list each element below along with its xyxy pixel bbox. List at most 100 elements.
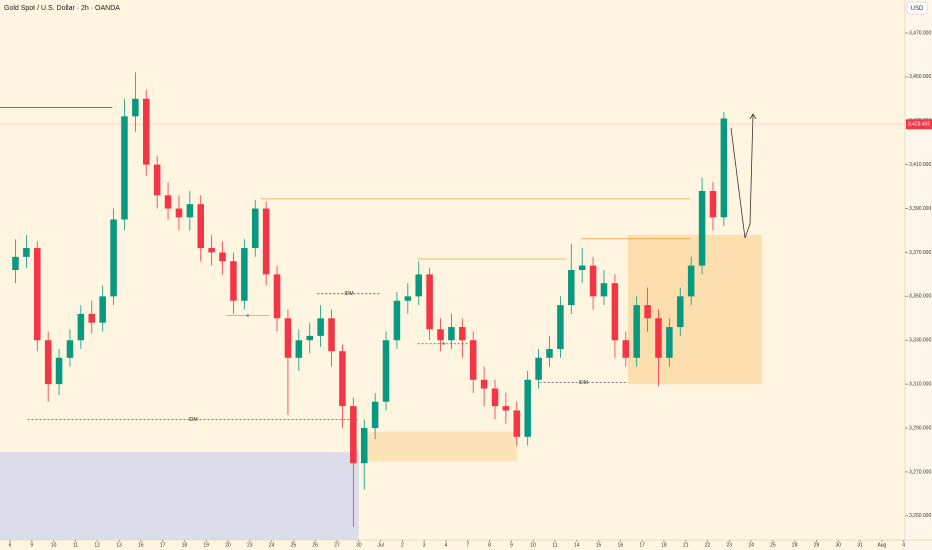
last-price-label: 3,428.405	[908, 122, 930, 128]
candle-body	[709, 190, 717, 218]
x-tick-label: 9	[510, 542, 513, 548]
candle-body	[655, 318, 662, 358]
zone	[0, 452, 359, 540]
x-tick-label: 12	[94, 542, 100, 548]
candle-body	[698, 190, 706, 266]
x-tick-label: 21	[683, 542, 689, 548]
candle-body	[633, 305, 640, 358]
candle-body	[578, 265, 586, 270]
x-tick-label: 25	[770, 542, 776, 548]
candle-body	[502, 406, 510, 411]
y-tick-label: 3,290.000	[909, 425, 931, 431]
candle-body	[230, 261, 237, 301]
x-tick-label: 6	[9, 542, 12, 548]
y-tick-label: 3,310.000	[909, 381, 931, 387]
candle-body	[393, 300, 401, 341]
x-tick-label: 30	[836, 542, 842, 548]
candle-body	[110, 219, 117, 297]
level-label: IDM	[579, 380, 588, 386]
candle-body	[480, 379, 488, 389]
level-label: IDM	[344, 291, 353, 297]
candle-body	[241, 248, 248, 301]
x-tick-label: 29	[814, 542, 820, 548]
x-tick-label: 15	[596, 542, 602, 548]
candle-body	[44, 340, 52, 385]
x-tick-label: 30	[356, 542, 362, 548]
candle-body	[262, 208, 270, 275]
candle-body	[121, 116, 128, 220]
candle-body	[208, 248, 215, 253]
candle-body	[666, 327, 673, 358]
candle-body	[524, 379, 531, 437]
price-axis-panel	[905, 0, 932, 550]
x-tick-label: 19	[203, 542, 209, 548]
candle-body	[99, 296, 106, 323]
x-tick-label: 17	[160, 542, 166, 548]
candle-body	[611, 283, 619, 341]
x-tick-label: 24	[748, 542, 754, 548]
candle-body	[164, 195, 172, 209]
candle-body	[197, 204, 205, 249]
x-tick-label: 16	[618, 542, 624, 548]
x-tick-label: 10	[51, 542, 57, 548]
x-tick-label: Aug	[877, 542, 886, 548]
x-tick-label: 2	[401, 542, 404, 548]
x-tick-label: 31	[857, 542, 863, 548]
candle-body	[557, 305, 564, 350]
y-tick-label: 3,330.000	[909, 338, 931, 344]
candle-body	[12, 256, 19, 270]
candle-body	[251, 208, 259, 249]
candle-body	[568, 270, 575, 306]
candle-body	[600, 283, 608, 297]
x-tick-label: 20	[225, 542, 231, 548]
x-tick-label: 17	[639, 542, 645, 548]
candle-body	[132, 98, 139, 117]
candle-body	[371, 401, 379, 429]
candle-body	[546, 349, 553, 358]
currency[interactable]: USD	[911, 6, 924, 12]
y-tick-label: 3,250.000	[909, 513, 931, 519]
x-tick-label: 27	[334, 542, 340, 548]
x-tick-label: 22	[705, 542, 711, 548]
candle-body	[55, 357, 63, 385]
candle-body	[404, 296, 412, 301]
candle-body	[382, 340, 390, 402]
currency-button[interactable]	[906, 1, 928, 15]
candle-body	[360, 428, 368, 464]
candle-body	[339, 351, 346, 407]
x-tick-label: 16	[138, 542, 144, 548]
zone	[363, 431, 518, 462]
last-price-box	[906, 119, 932, 130]
candle-body	[34, 248, 41, 341]
candle-body	[513, 410, 521, 437]
y-tick-label: 3,350.000	[909, 294, 931, 300]
candle-body	[175, 208, 183, 218]
candle-body	[350, 406, 357, 464]
candle-body	[677, 296, 684, 328]
x-tick-label: Jul	[377, 542, 383, 548]
x-tick-label: 23	[247, 542, 253, 548]
x-tick-label: 4	[445, 542, 448, 548]
x-tick-label: 14	[574, 542, 580, 548]
y-tick-label: 3,370.000	[909, 250, 931, 256]
x-tick-label: 8	[488, 542, 491, 548]
candle-body	[437, 329, 444, 341]
candle-body	[720, 118, 728, 218]
candle-body	[589, 265, 597, 297]
x-tick-label: 3	[423, 542, 426, 548]
candle-body	[153, 164, 161, 196]
x-tick-label: 23	[727, 542, 733, 548]
candle-body	[328, 318, 335, 352]
x-tick-label: 9	[30, 542, 33, 548]
x-tick-label: 4	[902, 542, 905, 548]
x-tick-label: 7	[466, 542, 469, 548]
x-tick-label: 26	[312, 542, 318, 548]
x-tick-label: 11	[73, 542, 78, 548]
x-tick-label: 13	[116, 542, 122, 548]
x-tick-label: 18	[661, 542, 667, 548]
candle-body	[469, 340, 477, 380]
candle-body	[622, 340, 630, 358]
x-tick-label: 25	[291, 542, 297, 548]
candle-body	[448, 327, 455, 341]
y-tick-label: 3,450.000	[909, 74, 931, 80]
